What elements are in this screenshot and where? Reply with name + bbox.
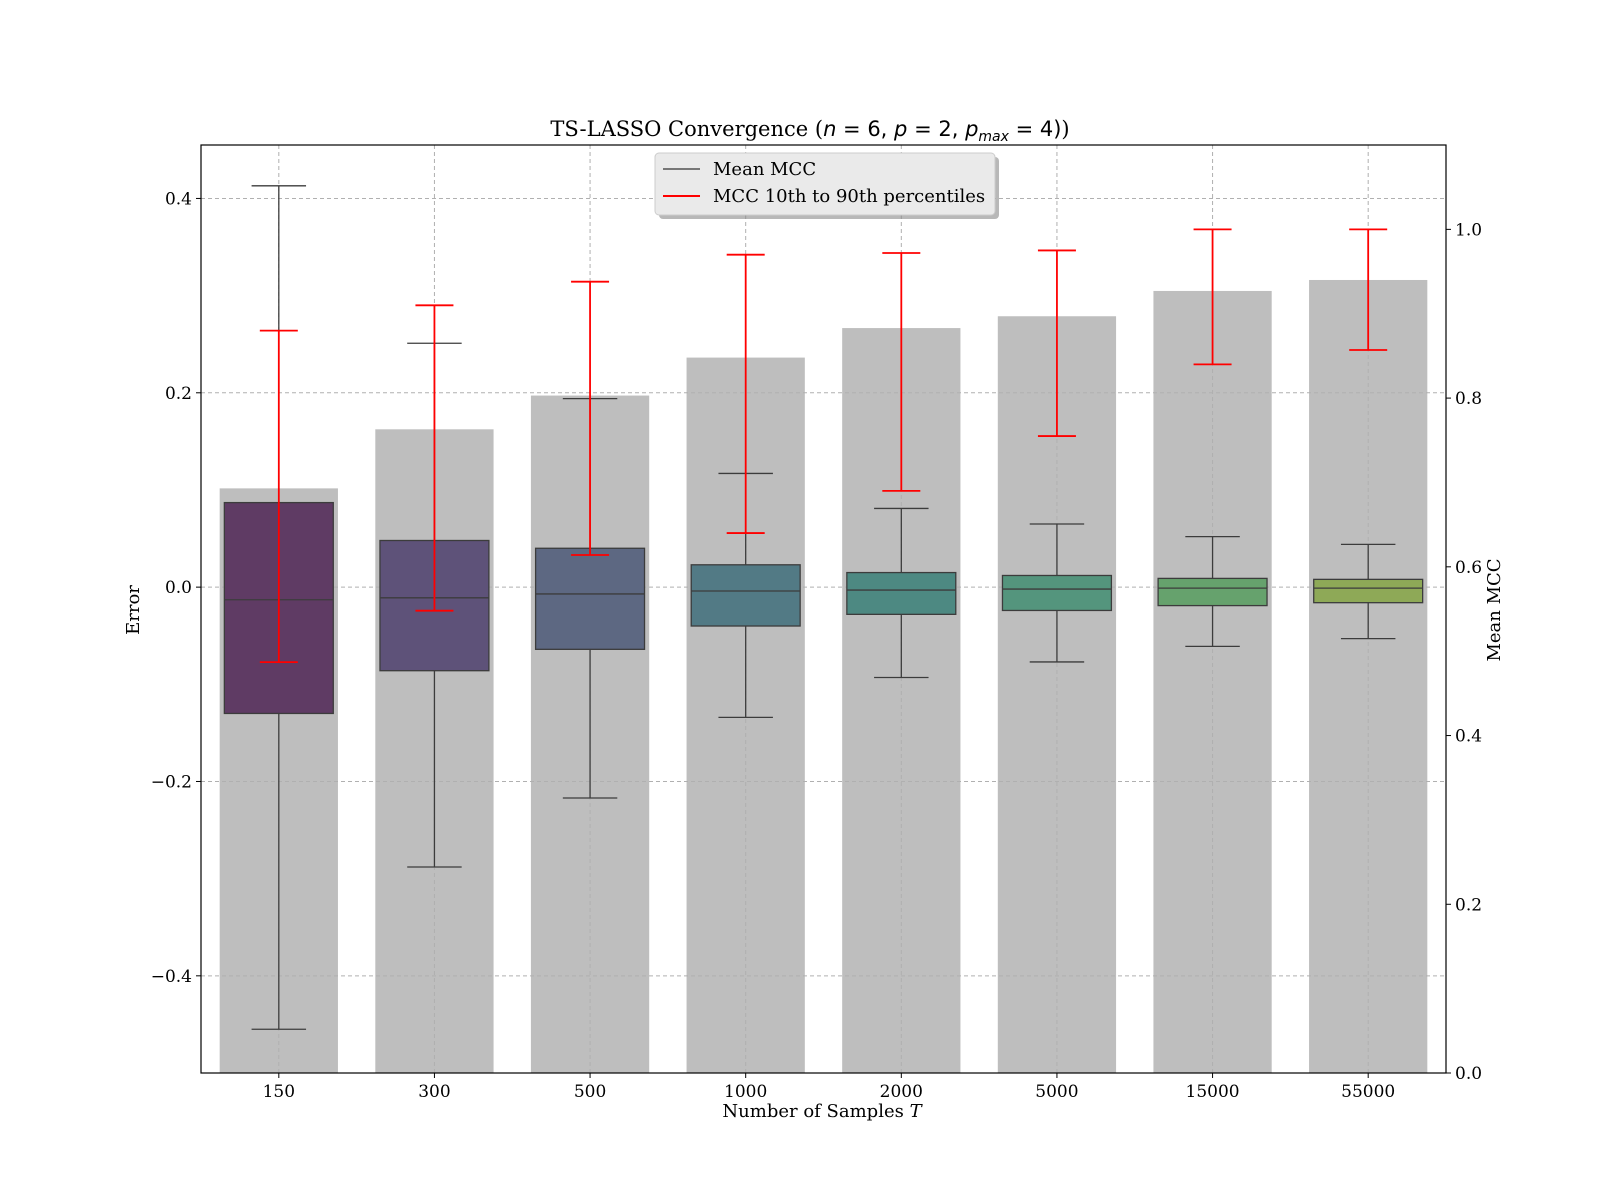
x-tick-label: 150 bbox=[263, 1082, 295, 1102]
mean-mcc-bar bbox=[1153, 290, 1272, 1073]
error-box bbox=[1313, 578, 1424, 604]
error-box bbox=[1001, 574, 1113, 612]
right-tick-label: 0.8 bbox=[1455, 389, 1482, 409]
right-tick-label: 0.2 bbox=[1455, 895, 1482, 915]
left-tick-label: −0.2 bbox=[151, 772, 192, 792]
right-axis-label: Mean MCC bbox=[1484, 558, 1505, 661]
x-tick-label: 300 bbox=[418, 1082, 450, 1102]
x-tick-label: 15000 bbox=[1186, 1082, 1240, 1102]
x-axis-ticks: 150 300 500 1000 2000 5000 15000 55000 bbox=[263, 1073, 1395, 1102]
legend-box bbox=[654, 152, 996, 216]
left-tick-label: 0.2 bbox=[165, 384, 192, 404]
error-box bbox=[690, 564, 801, 627]
x-tick-label: 5000 bbox=[1035, 1082, 1078, 1102]
left-tick-label: −0.4 bbox=[151, 967, 192, 987]
left-axis-label: Error bbox=[123, 585, 144, 635]
x-tick-label: 2000 bbox=[880, 1082, 923, 1102]
legend-label-mean-mcc: Mean MCC bbox=[713, 159, 816, 180]
legend-label-mcc-percentiles: MCC 10th to 90th percentiles bbox=[713, 186, 985, 207]
mean-mcc-bars bbox=[219, 279, 1428, 1074]
right-tick-label: 0.0 bbox=[1455, 1064, 1482, 1084]
x-tick-label: 500 bbox=[574, 1082, 606, 1102]
chart-title: TS-LASSO Convergence (n = 6, p = 2, pmax… bbox=[550, 117, 1069, 145]
plot-frame bbox=[200, 144, 1447, 1074]
left-axis-ticks: 0.4 0.2 0.0 −0.2 −0.4 bbox=[151, 189, 201, 987]
x-tick-label: 55000 bbox=[1341, 1082, 1395, 1102]
right-tick-label: 0.4 bbox=[1455, 727, 1482, 747]
left-tick-label: 0.0 bbox=[165, 578, 192, 598]
right-axis-ticks: 1.0 0.8 0.6 0.4 0.2 0.0 bbox=[1446, 220, 1482, 1084]
legend: Mean MCC MCC 10th to 90th percentiles bbox=[654, 152, 999, 219]
error-box bbox=[846, 571, 957, 615]
x-axis-label: Number of Samples T bbox=[722, 1101, 923, 1122]
error-boxplots bbox=[223, 185, 1424, 1030]
x-tick-label: 1000 bbox=[724, 1082, 767, 1102]
error-box bbox=[1157, 577, 1268, 607]
right-tick-label: 1.0 bbox=[1455, 220, 1482, 240]
left-tick-label: 0.4 bbox=[165, 189, 192, 209]
right-tick-label: 0.6 bbox=[1455, 558, 1482, 578]
mcc-percentile-ranges bbox=[259, 228, 1388, 664]
error-box bbox=[534, 547, 646, 650]
